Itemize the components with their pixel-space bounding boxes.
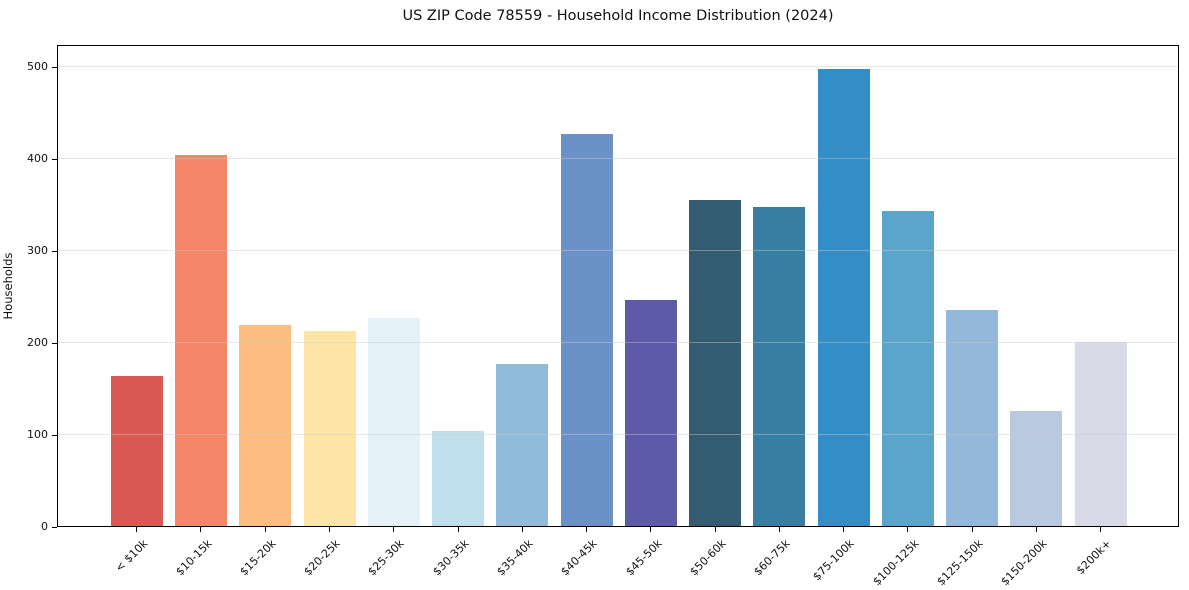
y-tick-mark-200	[52, 342, 57, 344]
bar-20-25k	[303, 331, 356, 526]
x-tick-label-35-40k: $35-40k	[494, 537, 536, 579]
x-tick-mark	[521, 527, 523, 532]
bar-75-100k	[817, 69, 870, 526]
x-tick-mark	[264, 527, 266, 532]
x-tick-mark	[714, 527, 716, 532]
x-tick-mark	[778, 527, 780, 532]
y-axis-label: Households	[1, 252, 15, 320]
x-tick-label-30-35k: $30-35k	[429, 537, 472, 579]
x-tick-label-50-60k: $50-60k	[687, 537, 729, 579]
gridline-y400	[58, 157, 1178, 159]
x-tick-mark	[971, 527, 973, 532]
x-tick-label-60-75k: $60-75k	[751, 537, 793, 579]
x-tick-label-200k+: $200k+	[1073, 537, 1114, 578]
x-tick-label-40-45k: $40-45k	[558, 537, 600, 579]
x-tick-mark	[1035, 527, 1037, 532]
y-tick-mark-500	[52, 66, 57, 68]
chart-title: US ZIP Code 78559 - Household Income Dis…	[402, 8, 834, 24]
bar-10-15k	[174, 154, 227, 526]
bar-10k	[110, 376, 163, 526]
y-tick-label-100: 100	[27, 428, 48, 442]
gridline-y200	[58, 341, 1178, 343]
bar-125-150k	[946, 309, 999, 526]
x-tick-mark	[907, 527, 909, 532]
x-tick-label-150-200k: $150-200k	[998, 537, 1050, 589]
y-tick-label-200: 200	[27, 336, 48, 350]
x-tick-mark	[329, 527, 330, 532]
bar-150-200k	[1010, 411, 1063, 526]
y-tick-label-0: 0	[41, 520, 48, 533]
x-tick-mark	[457, 527, 459, 532]
x-tick-mark	[136, 527, 138, 532]
bar-25-30k	[367, 318, 420, 526]
x-tick-label-125-150k: $125-150k	[934, 537, 986, 589]
bar-50-60k	[689, 199, 742, 526]
bar-35-40k	[496, 364, 549, 526]
x-tick-mark	[650, 527, 652, 532]
bar-30-35k	[432, 431, 485, 526]
x-tick-label-15-20k: $15-20k	[237, 537, 279, 579]
bar-60-75k	[753, 206, 806, 526]
x-tick-mark	[200, 527, 202, 532]
y-tick-mark-300	[52, 250, 57, 252]
bar-15-20k	[239, 324, 292, 526]
y-tick-label-300: 300	[27, 244, 48, 258]
bar-45-50k	[624, 299, 677, 526]
x-tick-mark	[843, 527, 845, 532]
y-tick-mark-100	[52, 434, 57, 436]
bar-40-45k	[560, 134, 613, 526]
x-tick-mark	[586, 527, 588, 532]
x-tick-label-10k: < $10k	[112, 537, 150, 575]
gridline-y100	[58, 433, 1178, 435]
bar-200k+	[1074, 342, 1127, 526]
gridline-y300	[58, 249, 1178, 251]
bar-100-125k	[881, 210, 934, 526]
x-tick-mark	[1100, 527, 1102, 532]
y-tick-label-500: 500	[27, 60, 48, 74]
x-tick-label-25-30k: $25-30k	[365, 537, 407, 579]
x-tick-label-100-125k: $100-125k	[869, 537, 922, 589]
x-tick-label-75-100k: $75-100k	[810, 537, 857, 584]
gridline-y500	[58, 65, 1178, 67]
x-tick-mark	[393, 527, 395, 532]
y-tick-mark-0	[52, 526, 57, 528]
y-tick-mark-400	[52, 158, 57, 160]
plot-area	[57, 45, 1179, 527]
x-tick-label-20-25k: $20-25k	[301, 537, 343, 579]
x-tick-label-45-50k: $45-50k	[622, 537, 665, 579]
x-tick-label-10-15k: $10-15k	[172, 537, 215, 579]
y-tick-label-400: 400	[27, 152, 48, 166]
